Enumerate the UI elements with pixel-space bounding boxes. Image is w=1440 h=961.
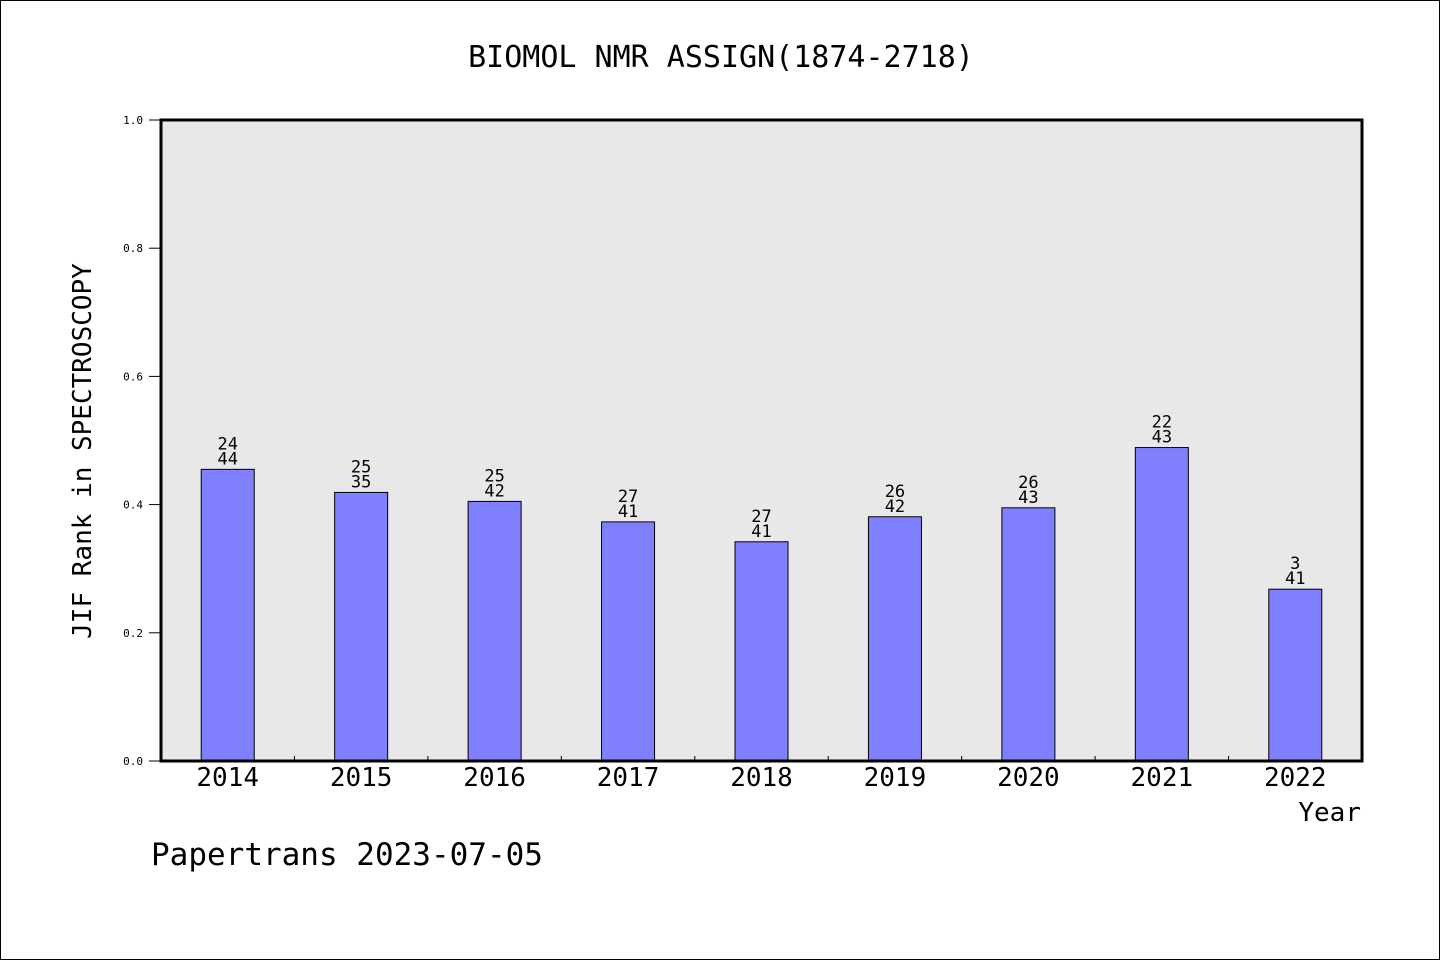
bar-label-rank: 26 — [1018, 473, 1038, 493]
bar-label-total: 42 — [484, 481, 504, 501]
x-axis: 2014 2015 2016 2017 2018 2019 2020 2021 2022 — [196, 756, 1327, 793]
x-tick-label: 2017 — [597, 763, 660, 793]
bar-label-rank: 27 — [618, 487, 638, 507]
bar — [867, 516, 922, 762]
x-tick-label: 2020 — [997, 763, 1060, 793]
bar-label-total: 41 — [751, 522, 771, 542]
y-tick-label: 0.6 — [123, 370, 143, 383]
bar-label-total: 43 — [1152, 428, 1172, 448]
x-tick-label: 2021 — [1131, 763, 1194, 793]
y-tick-label: 0.0 — [123, 755, 143, 768]
y-axis-title: JIF Rank in SPECTROSCOPY — [68, 263, 98, 639]
bar — [200, 468, 255, 762]
chart-title: BIOMOL NMR ASSIGN(1874-2718) — [468, 40, 974, 75]
x-tick-label: 2018 — [730, 763, 793, 793]
bar-label-rank: 26 — [885, 482, 905, 502]
x-tick-label: 2022 — [1264, 763, 1327, 793]
bar — [1134, 447, 1189, 762]
bar-label-total: 35 — [351, 472, 371, 492]
bar-label-rank: 25 — [351, 457, 371, 477]
bar-label-rank: 27 — [751, 507, 771, 527]
bar-label-rank: 25 — [484, 466, 504, 486]
y-tick-label: 0.2 — [123, 627, 143, 640]
bar — [1268, 588, 1323, 762]
plot-border — [159, 118, 1364, 763]
bar-label-rank: 22 — [1152, 413, 1172, 433]
bar-label-rank: 3 — [1290, 554, 1300, 574]
y-tick-label: 0.8 — [123, 242, 143, 255]
bar-label-total: 44 — [217, 449, 237, 469]
x-tick-label: 2019 — [864, 763, 927, 793]
y-tick-label: 0.4 — [123, 499, 143, 512]
x-tick-label: 2016 — [463, 763, 526, 793]
bar-label-total: 43 — [1018, 488, 1038, 508]
x-tick-label: 2014 — [196, 763, 259, 793]
x-tick-label: 2015 — [330, 763, 393, 793]
bar — [1001, 507, 1056, 762]
bar — [734, 541, 789, 762]
bar-label-total: 41 — [1285, 569, 1305, 589]
bar — [467, 500, 522, 762]
y-axis: 0.0 0.2 0.4 0.6 0.8 1.0 — [123, 114, 161, 768]
bar-label-total: 41 — [618, 502, 638, 522]
bar-label-total: 42 — [885, 497, 905, 517]
x-axis-title: Year — [1298, 798, 1361, 828]
y-tick-label: 1.0 — [123, 114, 143, 127]
bar — [601, 521, 656, 762]
bar — [334, 491, 389, 762]
footer-credit: Papertrans 2023-07-05 — [151, 837, 543, 873]
bar-label-rank: 24 — [217, 434, 237, 454]
